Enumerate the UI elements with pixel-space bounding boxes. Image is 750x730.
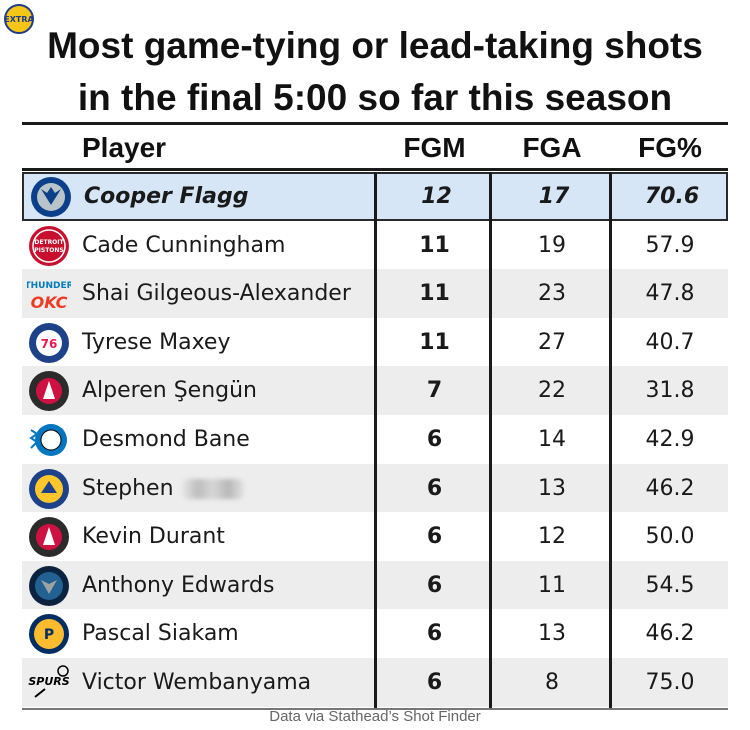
fg-percent-value: 31.8 <box>645 378 695 404</box>
fgm-value: 6 <box>426 670 443 695</box>
player-name: Shai Gilgeous-Alexander <box>82 281 351 307</box>
fga-value: 17 <box>538 184 570 209</box>
timberwolves-logo-icon <box>29 565 69 606</box>
fg-percent-value: 47.8 <box>645 281 695 307</box>
svg-text:76: 76 <box>41 337 58 351</box>
fgm-value: 11 <box>419 329 450 355</box>
fga-value: 19 <box>538 232 566 258</box>
player-name: Stephen <box>82 476 244 501</box>
extra-badge-icon: EXTRA <box>4 4 34 34</box>
table-row: P Pascal Siakam 6 13 46.2 <box>22 609 728 658</box>
column-divider <box>374 172 377 708</box>
table-bottom-rule <box>22 708 728 710</box>
fga-value: 8 <box>545 670 559 695</box>
player-name: Desmond Bane <box>82 427 250 452</box>
fga-value: 13 <box>538 475 566 501</box>
player-name: Victor Wembanyama <box>82 670 312 695</box>
player-name: Cade Cunningham <box>82 232 286 258</box>
table-top-rule <box>22 122 728 125</box>
table-header: Player FGM FGA FG% <box>22 126 728 168</box>
svg-text:P: P <box>44 627 54 643</box>
fgm-value: 11 <box>419 232 450 258</box>
table-row: 76 Tyrese Maxey 11 27 40.7 <box>22 318 728 367</box>
fgm-value: 6 <box>426 475 443 501</box>
fga-value: 22 <box>538 378 566 404</box>
fga-value: 14 <box>538 427 566 452</box>
fgm-value: 7 <box>426 378 443 404</box>
table-row: Kevin Durant 6 12 50.0 <box>22 512 728 561</box>
header-fga: FGA <box>522 132 582 163</box>
fga-value: 27 <box>538 329 566 355</box>
fg-percent-value: 70.6 <box>644 184 700 209</box>
svg-text:PISTONS: PISTONS <box>34 247 64 254</box>
player-name: Pascal Siakam <box>82 621 239 647</box>
fgm-value: 11 <box>419 281 450 307</box>
pacers-logo-icon: P <box>29 614 69 655</box>
column-divider <box>489 172 492 708</box>
spurs-logo-icon: SPURS <box>28 665 70 698</box>
svg-text:SPURS: SPURS <box>28 675 69 688</box>
fg-percent-value: 40.7 <box>645 329 695 355</box>
fgm-value: 6 <box>426 524 443 550</box>
chart-title: Most game-tying or lead-taking shots in … <box>0 20 750 124</box>
player-name: Tyrese Maxey <box>82 329 231 355</box>
fg-percent-value: 57.9 <box>645 232 695 258</box>
svg-text:DETROIT: DETROIT <box>34 239 64 246</box>
fgm-value: 6 <box>426 427 443 452</box>
fga-value: 12 <box>538 524 566 550</box>
fg-percent-value: 54.5 <box>645 572 695 598</box>
fg-percent-value: 75.0 <box>645 670 695 695</box>
badge-text: EXTRA <box>4 15 34 24</box>
header-fgp: FG% <box>638 132 702 163</box>
fga-value: 13 <box>538 621 566 647</box>
76ers-logo-icon: 76 <box>29 322 69 363</box>
rockets-logo-icon <box>29 371 69 412</box>
mavericks-logo-icon <box>31 177 71 217</box>
title-line-2: in the final 5:00 so far this season <box>77 77 673 118</box>
svg-text:THUNDER: THUNDER <box>27 281 71 291</box>
magic-logo-icon <box>29 424 67 456</box>
fgm-value: 12 <box>421 184 452 209</box>
fga-value: 11 <box>538 572 566 598</box>
fg-percent-value: 46.2 <box>645 621 695 647</box>
svg-text:OKC: OKC <box>31 293 68 312</box>
header-rule <box>22 168 728 171</box>
table-row: DETROIT PISTONS Cade Cunningham 11 19 57.9 <box>22 221 728 270</box>
table-row: Desmond Bane 6 14 42.9 <box>22 415 728 464</box>
fg-percent-value: 46.2 <box>645 475 695 501</box>
obscured-text <box>181 478 244 499</box>
player-name: Kevin Durant <box>82 524 225 550</box>
rockets-logo-icon <box>29 517 69 558</box>
header-player: Player <box>82 132 167 163</box>
fgm-value: 6 <box>426 621 443 647</box>
fg-percent-value: 50.0 <box>645 524 695 550</box>
column-divider <box>609 172 612 708</box>
warriors-logo-icon <box>29 468 69 509</box>
fga-value: 23 <box>538 281 566 307</box>
title-line-1: Most game-tying or lead-taking shots <box>47 25 703 66</box>
header-fgm: FGM <box>403 132 466 163</box>
fg-percent-value: 42.9 <box>645 427 695 452</box>
player-name: Cooper Flagg <box>84 184 249 209</box>
player-name: Anthony Edwards <box>82 572 275 598</box>
source-note: Data via Stathead’s Shot Finder <box>269 708 481 725</box>
fgm-value: 6 <box>426 572 443 598</box>
thunder-logo-icon: THUNDER OKC <box>27 281 71 312</box>
player-name: Alperen Şengün <box>82 378 257 404</box>
